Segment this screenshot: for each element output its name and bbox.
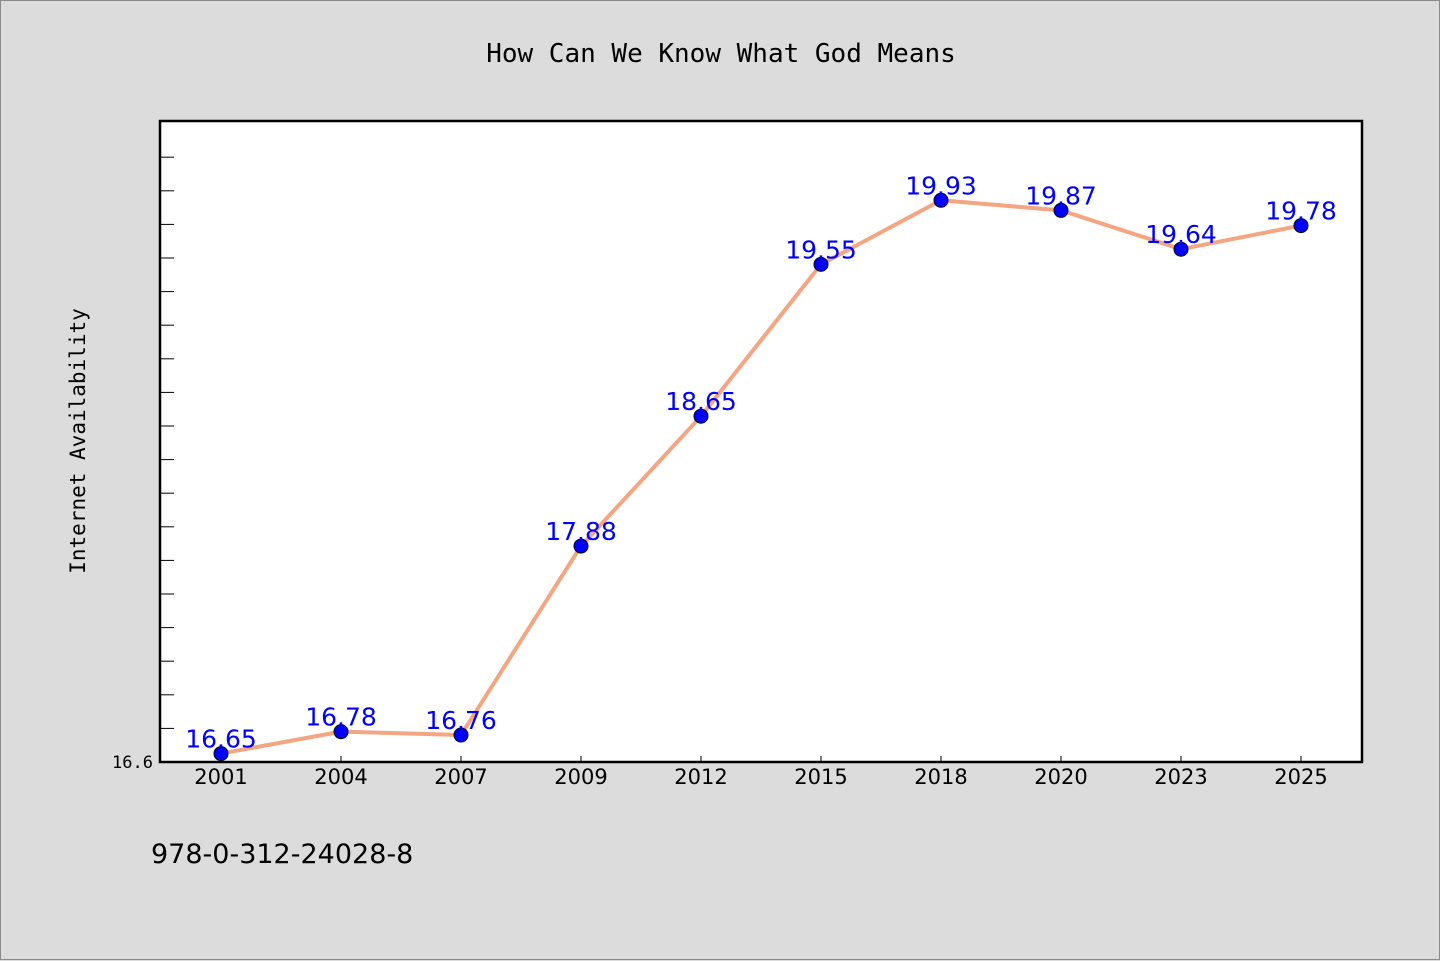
data-label: 16.78 (305, 703, 377, 732)
x-tick-label: 2004 (314, 765, 367, 789)
x-axis-tick-labels: 2001 2004 2007 2009 2012 2015 2018 2020 2023 2025 (194, 765, 1327, 789)
x-tick-label: 2015 (794, 765, 847, 789)
chart-title: How Can We Know What God Means (486, 39, 956, 69)
x-tick-label: 2009 (554, 765, 607, 789)
data-point (933, 192, 949, 208)
data-label: 19.64 (1145, 220, 1217, 249)
x-tick-label: 2007 (434, 765, 487, 789)
data-point (1293, 218, 1309, 234)
data-label: 19.87 (1025, 181, 1097, 210)
data-label: 18.65 (665, 387, 737, 416)
y-tick-label: 16.6 (112, 753, 153, 773)
data-point (453, 727, 469, 743)
data-labels: 16.65 16.78 16.76 17.88 18.65 19.55 19.93 19.87… (185, 171, 1337, 753)
data-label: 17.88 (545, 517, 617, 546)
data-point (1053, 202, 1069, 218)
plot-area (158, 119, 1364, 764)
data-label: 19.55 (785, 235, 857, 264)
data-point (333, 724, 349, 740)
data-point (213, 746, 229, 762)
y-axis-tick-labels: 16.6 (112, 753, 153, 773)
data-label: 19.78 (1265, 197, 1337, 226)
data-point (1173, 241, 1189, 257)
series-line-group (220, 198, 1302, 756)
x-tick-label: 2012 (674, 765, 727, 789)
data-label: 16.65 (185, 725, 257, 754)
isbn-footer: 978-0-312-24028-8 (151, 839, 413, 870)
data-label: 16.76 (425, 706, 497, 735)
x-tick-label: 2018 (914, 765, 967, 789)
data-markers (213, 192, 1309, 762)
x-tick-label: 2025 (1274, 765, 1327, 789)
x-tick-label: 2020 (1034, 765, 1087, 789)
data-point (573, 538, 589, 554)
data-point (813, 256, 829, 272)
y-axis-label: Internet Availability (66, 308, 90, 574)
data-point (693, 408, 709, 424)
y-axis-ticks (160, 156, 174, 729)
x-tick-label: 2023 (1154, 765, 1207, 789)
data-label: 19.93 (905, 171, 977, 200)
x-tick-label: 2001 (194, 765, 247, 789)
series-line (220, 198, 1302, 756)
